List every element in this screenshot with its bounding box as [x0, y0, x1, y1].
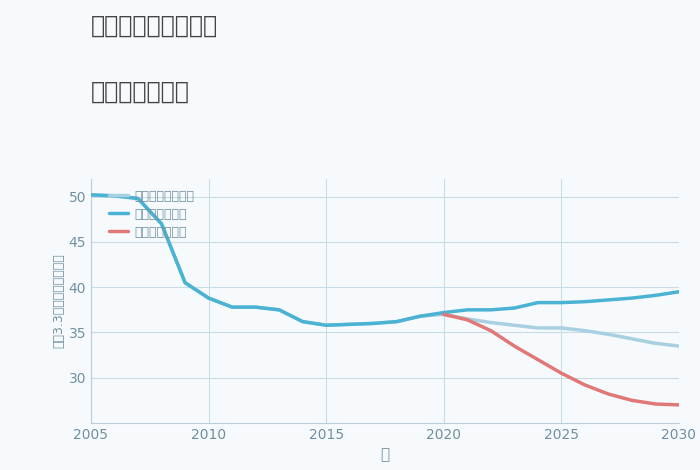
ノーマルシナリオ: [651, 341, 659, 346]
ノーマルシナリオ: [158, 221, 166, 227]
ノーマルシナリオ: [322, 322, 330, 328]
ノーマルシナリオ: [251, 304, 260, 310]
ノーマルシナリオ: [87, 192, 95, 198]
グッドシナリオ: [228, 304, 237, 310]
ノーマルシナリオ: [275, 307, 284, 313]
ノーマルシナリオ: [463, 316, 472, 322]
グッドシナリオ: [298, 319, 307, 324]
バッドシナリオ: [557, 370, 566, 376]
バッドシナリオ: [510, 343, 519, 349]
Line: ノーマルシナリオ: ノーマルシナリオ: [91, 195, 679, 346]
グッドシナリオ: [557, 300, 566, 306]
ノーマルシナリオ: [134, 196, 142, 201]
ノーマルシナリオ: [298, 319, 307, 324]
ノーマルシナリオ: [181, 280, 189, 285]
グッドシナリオ: [204, 295, 213, 301]
グッドシナリオ: [440, 310, 448, 315]
グッドシナリオ: [533, 300, 542, 306]
ノーマルシナリオ: [557, 325, 566, 331]
グッドシナリオ: [510, 305, 519, 311]
ノーマルシナリオ: [416, 313, 424, 319]
Text: 奈良県奈良市三松の: 奈良県奈良市三松の: [91, 14, 218, 38]
Line: グッドシナリオ: グッドシナリオ: [91, 195, 679, 325]
グッドシナリオ: [158, 221, 166, 227]
ノーマルシナリオ: [628, 336, 636, 342]
バッドシナリオ: [486, 328, 495, 334]
グッドシナリオ: [651, 292, 659, 298]
グッドシナリオ: [604, 297, 612, 303]
ノーマルシナリオ: [533, 325, 542, 331]
グッドシナリオ: [251, 304, 260, 310]
グッドシナリオ: [393, 319, 401, 324]
ノーマルシナリオ: [393, 319, 401, 324]
グッドシナリオ: [134, 196, 142, 201]
グッドシナリオ: [628, 295, 636, 301]
Y-axis label: 坪（3.3㎡）単価（万円）: 坪（3.3㎡）単価（万円）: [53, 253, 66, 348]
グッドシナリオ: [463, 307, 472, 313]
ノーマルシナリオ: [111, 193, 119, 199]
ノーマルシナリオ: [604, 331, 612, 337]
ノーマルシナリオ: [440, 312, 448, 317]
グッドシナリオ: [675, 289, 683, 295]
バッドシナリオ: [651, 401, 659, 407]
グッドシナリオ: [111, 193, 119, 199]
ノーマルシナリオ: [510, 322, 519, 328]
バッドシナリオ: [463, 317, 472, 322]
ノーマルシナリオ: [228, 304, 237, 310]
ノーマルシナリオ: [346, 321, 354, 327]
バッドシナリオ: [533, 357, 542, 362]
ノーマルシナリオ: [675, 343, 683, 349]
グッドシナリオ: [369, 321, 377, 326]
グッドシナリオ: [87, 192, 95, 198]
グッドシナリオ: [275, 307, 284, 313]
バッドシナリオ: [581, 382, 589, 388]
バッドシナリオ: [628, 398, 636, 403]
バッドシナリオ: [440, 312, 448, 317]
バッドシナリオ: [604, 391, 612, 397]
グッドシナリオ: [486, 307, 495, 313]
ノーマルシナリオ: [581, 328, 589, 334]
グッドシナリオ: [346, 321, 354, 327]
ノーマルシナリオ: [204, 295, 213, 301]
グッドシナリオ: [181, 280, 189, 285]
Legend: ノーマルシナリオ, グッドシナリオ, バッドシナリオ: ノーマルシナリオ, グッドシナリオ, バッドシナリオ: [109, 190, 194, 239]
ノーマルシナリオ: [486, 320, 495, 325]
Line: バッドシナリオ: バッドシナリオ: [444, 314, 679, 405]
グッドシナリオ: [416, 313, 424, 319]
グッドシナリオ: [581, 299, 589, 305]
グッドシナリオ: [322, 322, 330, 328]
X-axis label: 年: 年: [380, 447, 390, 462]
Text: 土地の価格推移: 土地の価格推移: [91, 80, 190, 104]
ノーマルシナリオ: [369, 321, 377, 326]
バッドシナリオ: [675, 402, 683, 407]
